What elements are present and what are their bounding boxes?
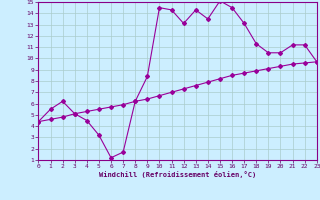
X-axis label: Windchill (Refroidissement éolien,°C): Windchill (Refroidissement éolien,°C) [99,171,256,178]
